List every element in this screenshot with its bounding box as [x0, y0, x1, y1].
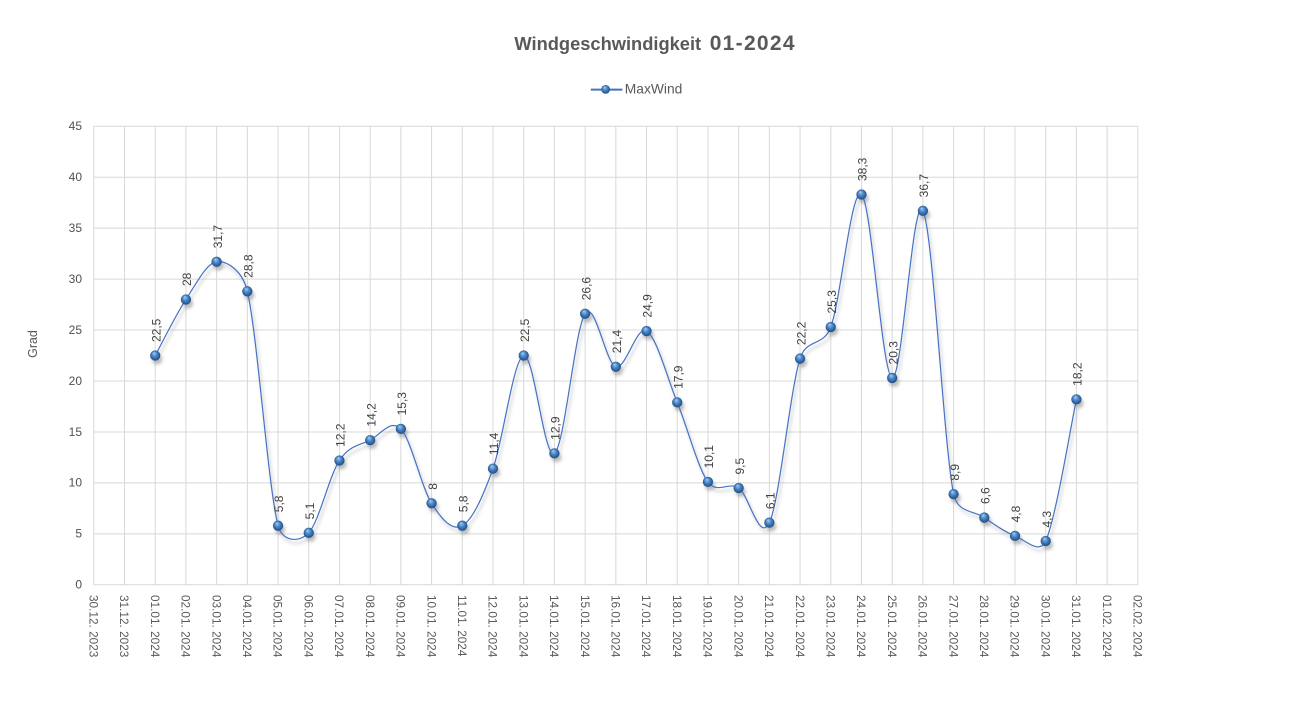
svg-text:02.01. 2024: 02.01. 2024: [179, 595, 193, 658]
svg-text:13.01. 2024: 13.01. 2024: [516, 595, 530, 658]
svg-text:22,5: 22,5: [149, 318, 163, 342]
svg-text:01.01. 2024: 01.01. 2024: [148, 595, 162, 658]
svg-text:29.01. 2024: 29.01. 2024: [1008, 595, 1022, 658]
svg-text:22.01. 2024: 22.01. 2024: [793, 595, 807, 658]
svg-text:15: 15: [69, 425, 83, 439]
svg-text:36,7: 36,7: [917, 174, 931, 198]
svg-text:09.01. 2024: 09.01. 2024: [394, 595, 408, 658]
svg-text:27.01. 2024: 27.01. 2024: [946, 595, 960, 658]
svg-text:23.01. 2024: 23.01. 2024: [823, 595, 837, 658]
svg-text:Grad: Grad: [26, 330, 40, 358]
svg-text:21,4: 21,4: [610, 330, 624, 354]
svg-text:11,4: 11,4: [487, 432, 501, 455]
svg-text:6,6: 6,6: [979, 487, 993, 504]
svg-text:24,9: 24,9: [641, 294, 655, 318]
svg-text:07.01. 2024: 07.01. 2024: [332, 595, 346, 658]
svg-text:6,1: 6,1: [764, 492, 778, 509]
svg-text:25: 25: [69, 323, 83, 337]
svg-text:25.01. 2024: 25.01. 2024: [885, 595, 899, 658]
svg-text:17,9: 17,9: [671, 365, 685, 389]
svg-text:8,9: 8,9: [948, 464, 962, 481]
svg-text:0: 0: [75, 578, 82, 592]
svg-text:02.02. 2024: 02.02. 2024: [1131, 595, 1145, 658]
svg-text:06.01. 2024: 06.01. 2024: [301, 595, 315, 658]
svg-text:38,3: 38,3: [856, 157, 870, 181]
svg-text:19.01. 2024: 19.01. 2024: [701, 595, 715, 658]
svg-text:20,3: 20,3: [886, 341, 900, 365]
svg-text:12,2: 12,2: [334, 423, 348, 447]
svg-text:30.12. 2023: 30.12. 2023: [87, 595, 101, 658]
svg-text:MaxWind: MaxWind: [625, 82, 683, 97]
svg-text:14,2: 14,2: [364, 403, 378, 427]
svg-text:10.01. 2024: 10.01. 2024: [424, 595, 438, 658]
svg-text:31.01. 2024: 31.01. 2024: [1069, 595, 1083, 658]
svg-text:4,8: 4,8: [1009, 505, 1023, 522]
svg-text:8: 8: [426, 483, 440, 490]
svg-text:05.01. 2024: 05.01. 2024: [271, 595, 285, 658]
svg-text:4,3: 4,3: [1040, 510, 1054, 527]
svg-text:21.01. 2024: 21.01. 2024: [762, 595, 776, 658]
svg-text:08.01. 2024: 08.01. 2024: [363, 595, 377, 658]
svg-text:35: 35: [69, 221, 83, 235]
svg-text:28.01. 2024: 28.01. 2024: [977, 595, 991, 658]
svg-text:18.01. 2024: 18.01. 2024: [670, 595, 684, 658]
svg-text:9,5: 9,5: [733, 457, 747, 474]
svg-text:16.01. 2024: 16.01. 2024: [609, 595, 623, 658]
svg-text:03.01. 2024: 03.01. 2024: [209, 595, 223, 658]
svg-text:10: 10: [69, 476, 83, 490]
svg-text:28: 28: [180, 272, 194, 286]
svg-text:22,5: 22,5: [518, 318, 532, 342]
svg-text:15.01. 2024: 15.01. 2024: [578, 595, 592, 658]
svg-text:17.01. 2024: 17.01. 2024: [639, 595, 653, 658]
svg-text:01.02. 2024: 01.02. 2024: [1100, 595, 1114, 658]
svg-text:26,6: 26,6: [579, 277, 593, 301]
svg-text:30.01. 2024: 30.01. 2024: [1038, 595, 1052, 658]
svg-text:14.01. 2024: 14.01. 2024: [547, 595, 561, 658]
svg-text:20.01. 2024: 20.01. 2024: [731, 595, 745, 658]
svg-text:5,1: 5,1: [303, 502, 317, 519]
svg-text:31,7: 31,7: [211, 225, 225, 249]
svg-text:18,2: 18,2: [1071, 362, 1085, 386]
svg-text:11.01. 2024: 11.01. 2024: [455, 595, 469, 657]
svg-text:12,9: 12,9: [549, 416, 563, 440]
svg-text:28,8: 28,8: [242, 254, 256, 278]
svg-text:45: 45: [69, 119, 83, 133]
svg-text:20: 20: [69, 374, 83, 388]
svg-text:40: 40: [69, 170, 83, 184]
svg-text:5,8: 5,8: [272, 495, 286, 512]
svg-text:10,1: 10,1: [702, 445, 716, 469]
svg-text:12.01. 2024: 12.01. 2024: [486, 595, 500, 658]
svg-text:24.01. 2024: 24.01. 2024: [854, 595, 868, 658]
svg-text:04.01. 2024: 04.01. 2024: [240, 595, 254, 658]
svg-text:25,3: 25,3: [825, 290, 839, 314]
svg-text:22,2: 22,2: [794, 321, 808, 345]
svg-text:30: 30: [69, 272, 83, 286]
svg-text:31.12. 2023: 31.12. 2023: [117, 595, 131, 658]
svg-text:5,8: 5,8: [456, 495, 470, 512]
svg-text:5: 5: [75, 527, 82, 541]
svg-text:15,3: 15,3: [395, 392, 409, 416]
svg-text:26.01. 2024: 26.01. 2024: [916, 595, 930, 658]
